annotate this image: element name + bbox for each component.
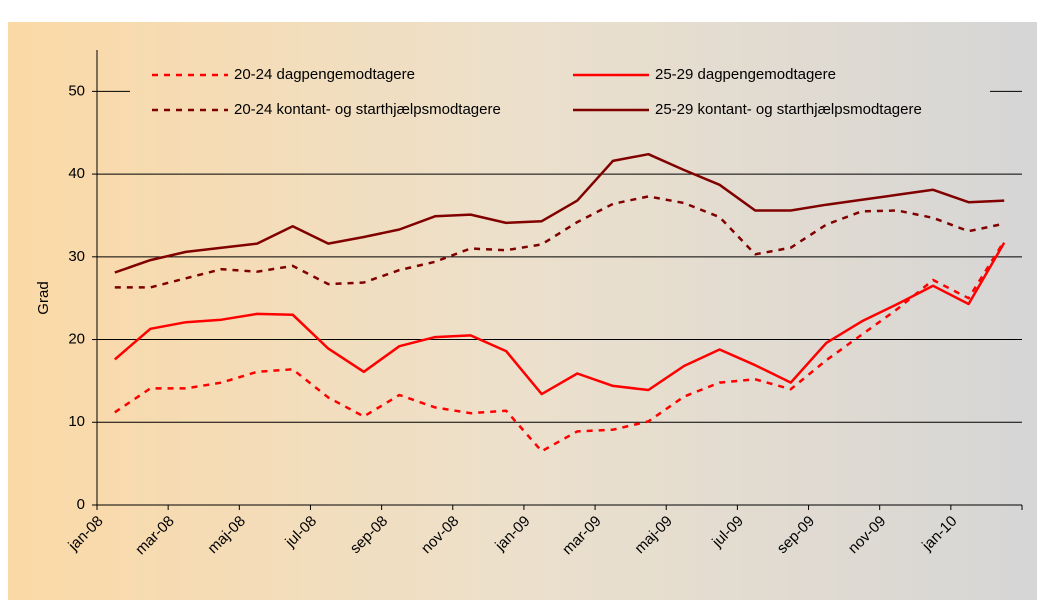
y-tick-label: 50 xyxy=(68,82,85,99)
y-tick-label: 10 xyxy=(68,413,85,430)
series-line xyxy=(113,242,1006,396)
legend-label: 20-24 dagpengemodtagere xyxy=(234,66,415,83)
legend-box xyxy=(130,58,990,126)
series-line xyxy=(114,240,1006,453)
y-tick-label: 0 xyxy=(77,496,85,513)
y-tick-label: 20 xyxy=(68,331,85,348)
legend-label: 25-29 dagpengemodtagere xyxy=(655,66,836,83)
y-axis-label: Grad xyxy=(35,281,52,314)
y-tick-label: 30 xyxy=(68,248,85,265)
legend-label: 20-24 kontant- og starthjælpsmodtagere xyxy=(234,101,501,118)
y-tick-label: 40 xyxy=(68,165,85,182)
legend-label: 25-29 kontant- og starthjælpsmodtagere xyxy=(655,101,922,118)
series-line xyxy=(114,195,1005,289)
series-line xyxy=(114,152,1005,274)
